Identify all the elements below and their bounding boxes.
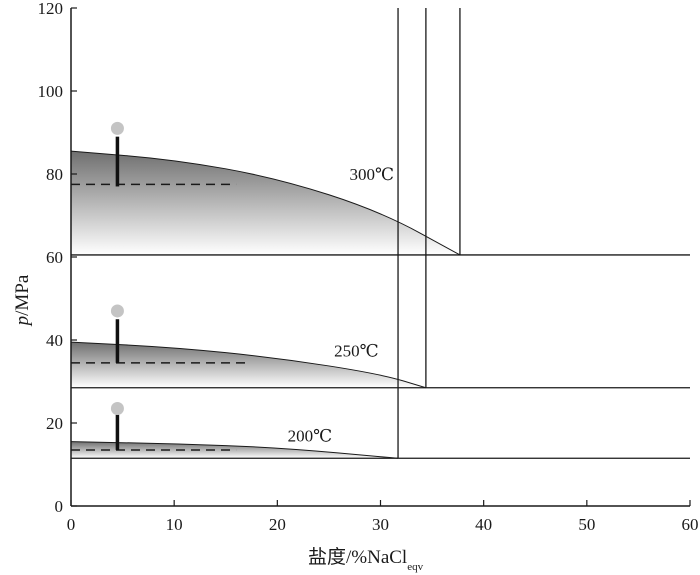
temperature-label: 300℃	[350, 165, 395, 184]
x-tick-label: 40	[475, 515, 492, 534]
sample-marker	[110, 401, 124, 415]
solubility-curve	[70, 341, 427, 389]
y-tick-label: 80	[46, 165, 63, 184]
solubility-curve	[70, 150, 461, 256]
y-axis-label-unit: /MPa	[12, 274, 33, 316]
y-axis-label: p/MPa	[12, 274, 33, 327]
label-layer: 300℃ 250℃ 200℃	[288, 165, 394, 445]
x-axis-label: 盐度/%NaCleqv	[308, 546, 424, 573]
line-layer	[70, 8, 690, 459]
marker-layer	[110, 121, 124, 450]
y-tick-label: 120	[38, 0, 64, 18]
x-tick-label: 60	[682, 515, 699, 534]
y-tick-label: 40	[46, 331, 63, 350]
x-tick-label: 0	[67, 515, 76, 534]
temperature-label: 250℃	[334, 342, 379, 361]
phase-region-fill	[71, 342, 426, 388]
temperature-label: 200℃	[288, 427, 333, 446]
phase-region-fill	[71, 441, 399, 459]
sample-marker	[110, 304, 124, 318]
tick-layer: 0 10 20 30 40 50 60 0 20 40 60 80 100 120	[38, 0, 699, 534]
y-tick-label: 0	[55, 497, 64, 516]
x-axis-label-subscript: eqv	[407, 561, 423, 573]
solubility-curve	[70, 441, 399, 459]
y-axis-label-variable: p	[12, 316, 33, 328]
x-tick-label: 20	[269, 515, 286, 534]
x-axis-label-main: 盐度/%NaCl	[308, 546, 407, 568]
axes	[70, 8, 690, 507]
fill-layer	[71, 151, 460, 459]
y-tick-label: 20	[46, 414, 63, 433]
y-tick-label: 100	[38, 82, 64, 101]
sample-marker	[110, 121, 124, 135]
x-tick-label: 30	[372, 515, 389, 534]
x-tick-label: 50	[578, 515, 595, 534]
x-tick-label: 10	[166, 515, 183, 534]
phase-region-fill	[71, 151, 460, 255]
y-tick-label: 60	[46, 248, 63, 267]
